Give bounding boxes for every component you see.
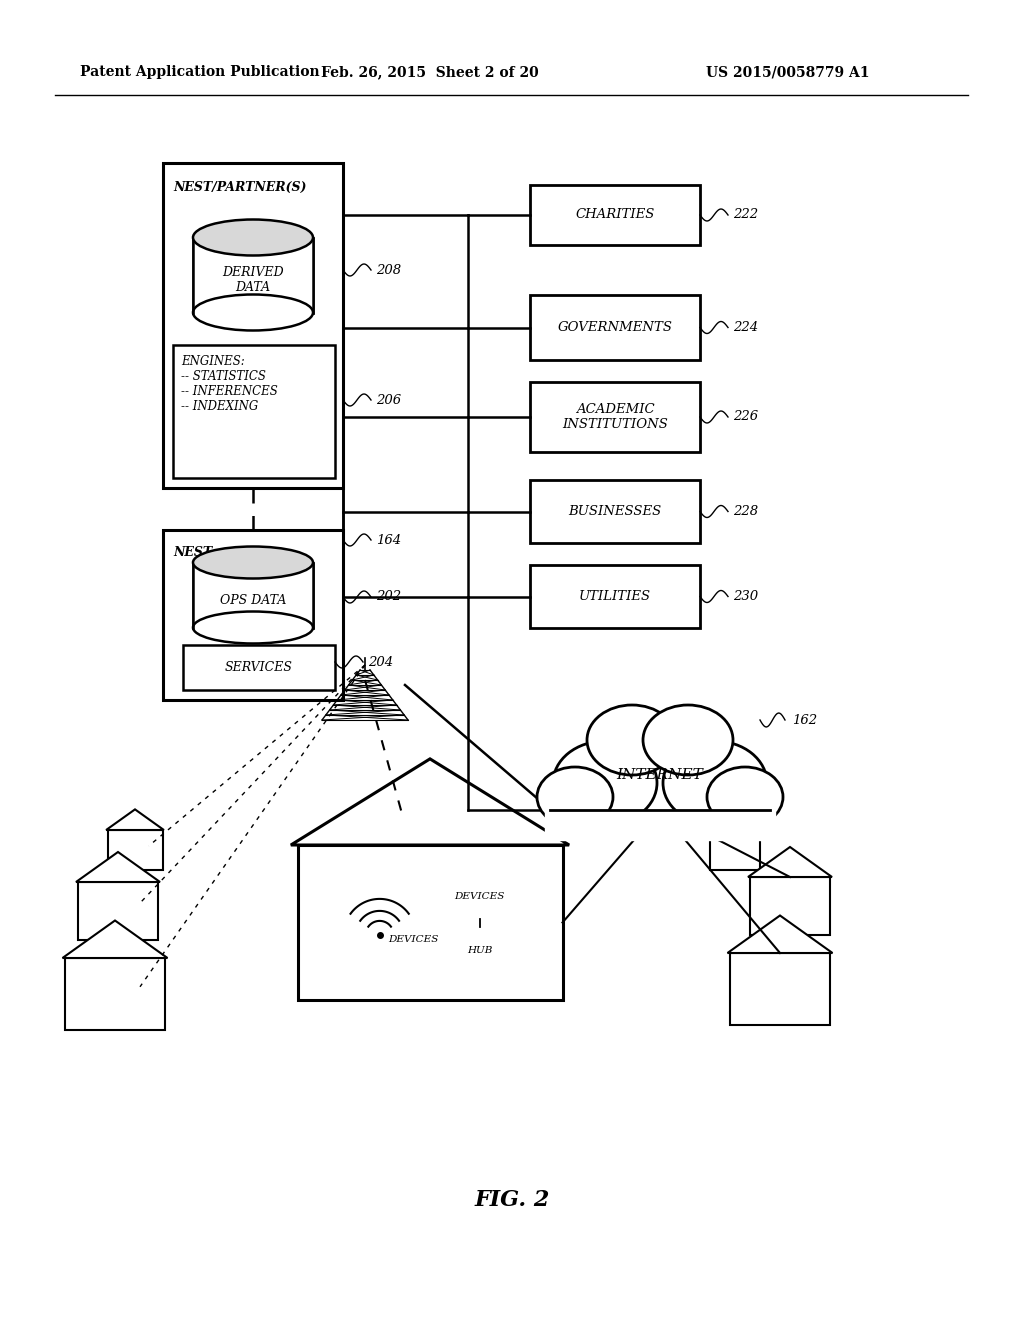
FancyBboxPatch shape	[65, 958, 165, 1030]
Ellipse shape	[663, 741, 767, 825]
Text: DEVICES: DEVICES	[388, 936, 438, 944]
Text: CHARITIES: CHARITIES	[575, 209, 654, 222]
Text: 230: 230	[733, 590, 758, 603]
Ellipse shape	[537, 767, 613, 828]
FancyBboxPatch shape	[183, 645, 335, 690]
Text: 222: 222	[733, 209, 758, 222]
Ellipse shape	[553, 741, 657, 825]
FancyBboxPatch shape	[730, 953, 830, 1026]
Text: 208: 208	[376, 264, 401, 276]
FancyBboxPatch shape	[173, 345, 335, 478]
Text: NEST: NEST	[173, 546, 212, 558]
Text: 162: 162	[792, 714, 817, 726]
Text: GOVERNMENTS: GOVERNMENTS	[557, 321, 673, 334]
Text: 204: 204	[368, 656, 393, 668]
Text: BUSINESSES: BUSINESSES	[568, 506, 662, 517]
FancyBboxPatch shape	[530, 565, 700, 628]
Text: 202: 202	[376, 590, 401, 603]
Text: 224: 224	[733, 321, 758, 334]
Text: 206: 206	[376, 393, 401, 407]
Text: DERIVED
DATA: DERIVED DATA	[222, 267, 284, 294]
Ellipse shape	[643, 705, 733, 775]
FancyBboxPatch shape	[163, 162, 343, 488]
Polygon shape	[106, 809, 164, 830]
Polygon shape	[291, 759, 569, 845]
Ellipse shape	[193, 294, 313, 330]
FancyBboxPatch shape	[436, 873, 522, 920]
Polygon shape	[727, 916, 833, 953]
Polygon shape	[748, 847, 831, 876]
Text: FIG. 2: FIG. 2	[474, 1189, 550, 1210]
Text: ENGINES:
-- STATISTICS
-- INFERENCES
-- INDEXING: ENGINES: -- STATISTICS -- INFERENCES -- …	[181, 355, 278, 413]
Ellipse shape	[588, 715, 732, 825]
Ellipse shape	[193, 219, 313, 256]
FancyBboxPatch shape	[298, 845, 562, 1001]
FancyBboxPatch shape	[530, 185, 700, 246]
FancyBboxPatch shape	[163, 531, 343, 700]
FancyBboxPatch shape	[193, 238, 313, 313]
Ellipse shape	[193, 611, 313, 644]
Text: US 2015/0058779 A1: US 2015/0058779 A1	[707, 65, 870, 79]
Text: OPS DATA: OPS DATA	[220, 594, 286, 606]
Polygon shape	[709, 816, 761, 834]
Text: HUB: HUB	[467, 946, 493, 954]
FancyBboxPatch shape	[108, 830, 163, 870]
Text: 226: 226	[733, 411, 758, 424]
FancyBboxPatch shape	[384, 899, 443, 981]
FancyBboxPatch shape	[193, 562, 313, 627]
Text: SERVICES: SERVICES	[225, 661, 293, 675]
Polygon shape	[76, 851, 160, 882]
Text: ACADEMIC
INSTITUTIONS: ACADEMIC INSTITUTIONS	[562, 403, 668, 432]
Text: NEST/PARTNER(S): NEST/PARTNER(S)	[173, 181, 306, 194]
FancyBboxPatch shape	[193, 562, 313, 627]
FancyBboxPatch shape	[530, 381, 700, 451]
FancyBboxPatch shape	[436, 927, 522, 974]
Text: 164: 164	[376, 533, 401, 546]
FancyBboxPatch shape	[530, 294, 700, 360]
Ellipse shape	[193, 546, 313, 578]
FancyBboxPatch shape	[78, 882, 158, 940]
Ellipse shape	[587, 705, 677, 775]
Text: 228: 228	[733, 506, 758, 517]
Text: UTILITIES: UTILITIES	[579, 590, 651, 603]
Text: Patent Application Publication: Patent Application Publication	[80, 65, 319, 79]
FancyBboxPatch shape	[530, 480, 700, 543]
Polygon shape	[62, 920, 168, 958]
Polygon shape	[545, 810, 775, 840]
FancyBboxPatch shape	[710, 834, 760, 870]
Ellipse shape	[707, 767, 783, 828]
Text: Feb. 26, 2015  Sheet 2 of 20: Feb. 26, 2015 Sheet 2 of 20	[322, 65, 539, 79]
FancyBboxPatch shape	[750, 876, 830, 935]
Text: DEVICES: DEVICES	[455, 891, 505, 900]
Text: INTERNET: INTERNET	[616, 768, 703, 781]
FancyBboxPatch shape	[193, 238, 313, 313]
